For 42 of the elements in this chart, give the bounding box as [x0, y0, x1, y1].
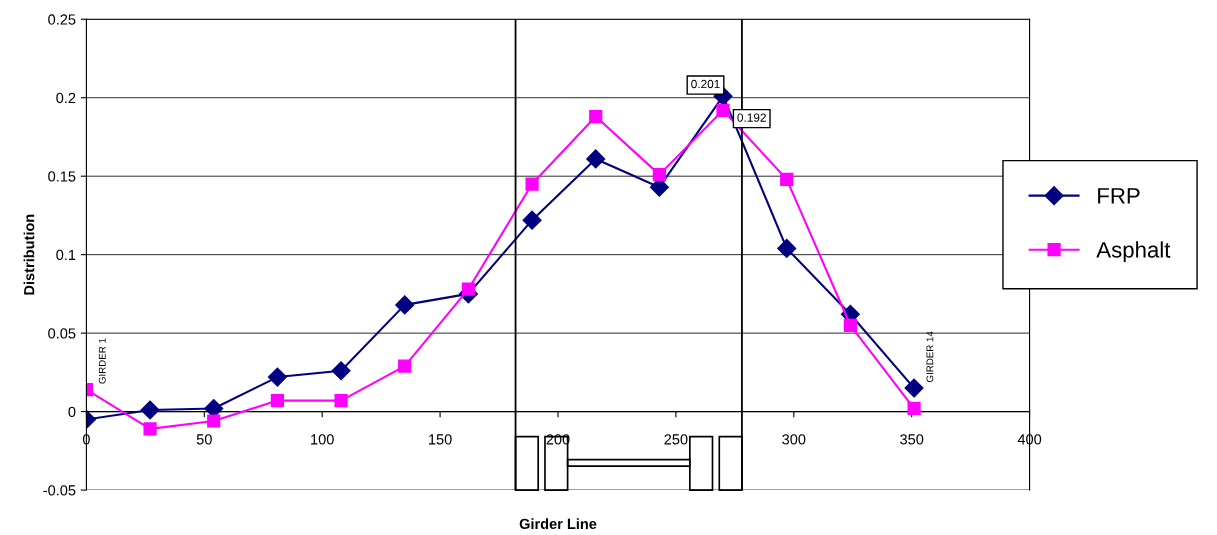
legend-label: FRP — [1098, 188, 1140, 204]
x-tick-label: 50 — [196, 434, 212, 445]
point — [652, 168, 666, 182]
y-tick-label: 0.1 — [56, 249, 76, 261]
y-axis-title: Distribution — [23, 214, 35, 295]
y-tick-label: 0 — [68, 406, 76, 418]
annotation: GIRDER 1 — [98, 338, 106, 384]
y-tick-label: 0.05 — [48, 328, 76, 339]
point — [398, 359, 412, 373]
y-tick-label: 0.2 — [56, 92, 76, 104]
x-axis-title: Girder Line — [519, 518, 597, 530]
point — [777, 238, 797, 258]
annotation: GIRDER 14 — [926, 331, 934, 383]
x-tick-label: 250 — [664, 434, 688, 445]
point — [270, 394, 284, 408]
point — [716, 103, 730, 117]
y-tick-label: 0.15 — [48, 171, 76, 182]
point — [334, 394, 348, 408]
point — [267, 367, 287, 387]
annotation: 0.192 — [737, 113, 766, 122]
x-tick-label: 300 — [782, 434, 806, 445]
x-tick-label: 350 — [900, 434, 924, 445]
point — [207, 414, 221, 428]
point — [907, 401, 921, 416]
point — [586, 149, 606, 169]
point — [525, 177, 539, 191]
point — [522, 210, 542, 230]
point — [140, 400, 160, 420]
point — [904, 378, 924, 398]
point — [143, 422, 157, 436]
annotation: 0.201 — [691, 79, 720, 89]
point — [780, 172, 794, 186]
x-tick-label: 100 — [311, 434, 334, 445]
point — [589, 109, 603, 124]
y-tick-label: -0.05 — [43, 485, 76, 496]
point — [461, 282, 475, 296]
legend-label: Asphalt — [1096, 241, 1171, 263]
point — [395, 295, 415, 315]
point — [331, 361, 351, 381]
point — [843, 318, 857, 332]
x-tick-label: 150 — [429, 434, 452, 445]
y-tick-label: 0.25 — [48, 14, 76, 25]
